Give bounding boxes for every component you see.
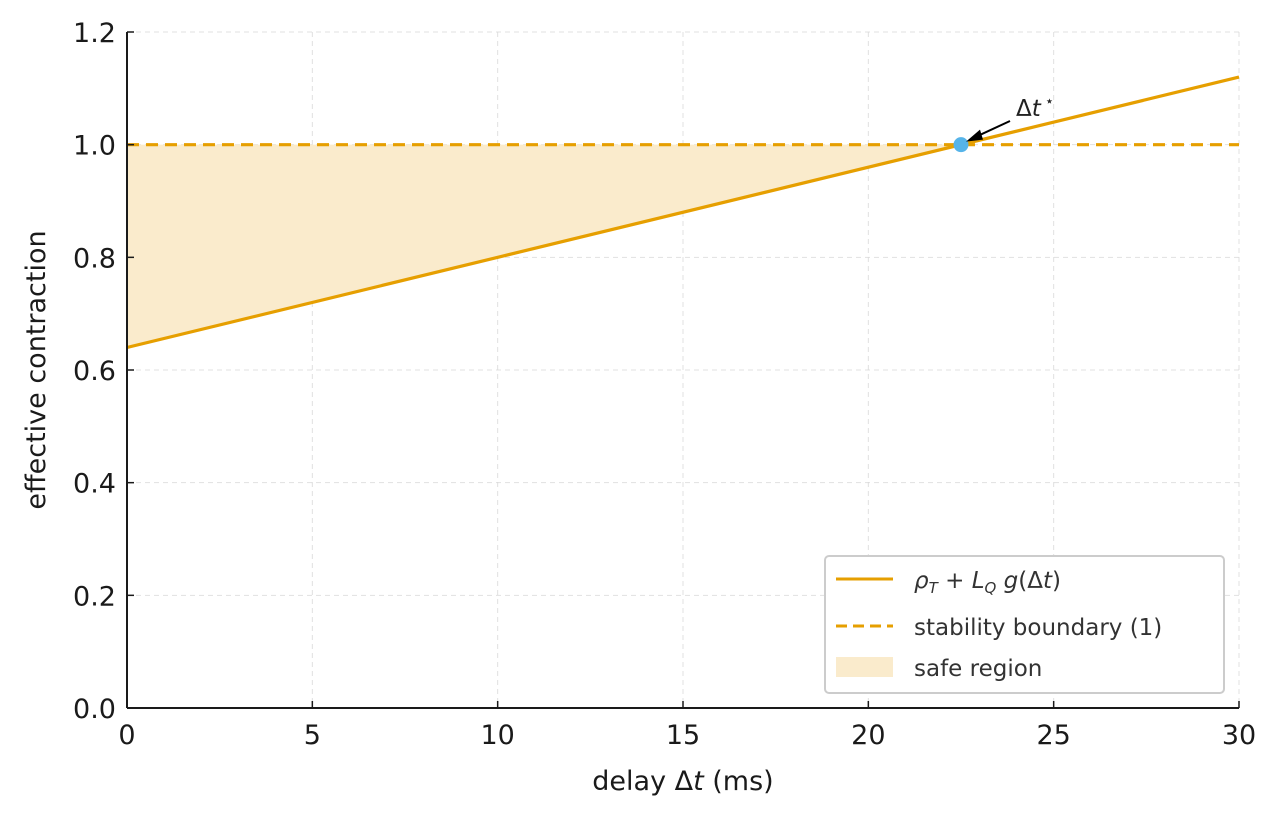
x-tick-label: 15 — [666, 720, 700, 751]
x-tick-label: 0 — [118, 720, 135, 751]
annotation: Δt ⋆ — [966, 92, 1054, 142]
y-tick-label: 1.0 — [73, 131, 116, 162]
annotation-arrowhead — [966, 129, 983, 142]
x-axis-title: delay Δt (ms) — [592, 766, 773, 797]
y-tick-label: 0.4 — [73, 469, 116, 500]
y-tick-label: 0.6 — [73, 356, 116, 387]
x-tick-label: 25 — [1036, 720, 1070, 751]
y-axis-title: effective contraction — [21, 230, 52, 509]
annotation-label: Δt ⋆ — [1016, 92, 1054, 122]
x-tick-label: 20 — [851, 720, 885, 751]
x-tick-label: 5 — [304, 720, 321, 751]
legend-frame — [824, 555, 1225, 694]
legend-label-boundary: stability boundary (1) — [914, 615, 1162, 641]
y-tick-label: 0.0 — [73, 694, 116, 725]
y-tick-label: 0.8 — [73, 243, 116, 274]
y-tick-label: 0.2 — [73, 581, 116, 612]
legend-label-curve: ρT + LQ g(Δt) — [914, 568, 1061, 597]
legend: ρT + LQ g(Δt) stability boundary (1) saf… — [824, 555, 1225, 694]
ticks: 0 5 10 15 20 25 30 0.0 0.2 0.4 0.6 0.8 1.0 1.2 — [73, 18, 1256, 751]
intersection-point — [953, 137, 969, 153]
x-tick-label: 10 — [480, 720, 514, 751]
series-layer — [126, 75, 1240, 350]
legend-swatch-fill — [836, 657, 893, 677]
series-line-curve — [126, 75, 1240, 350]
y-tick-label: 1.2 — [73, 18, 116, 49]
legend-label-fill: safe region — [914, 656, 1042, 682]
x-tick-label: 30 — [1222, 720, 1256, 751]
